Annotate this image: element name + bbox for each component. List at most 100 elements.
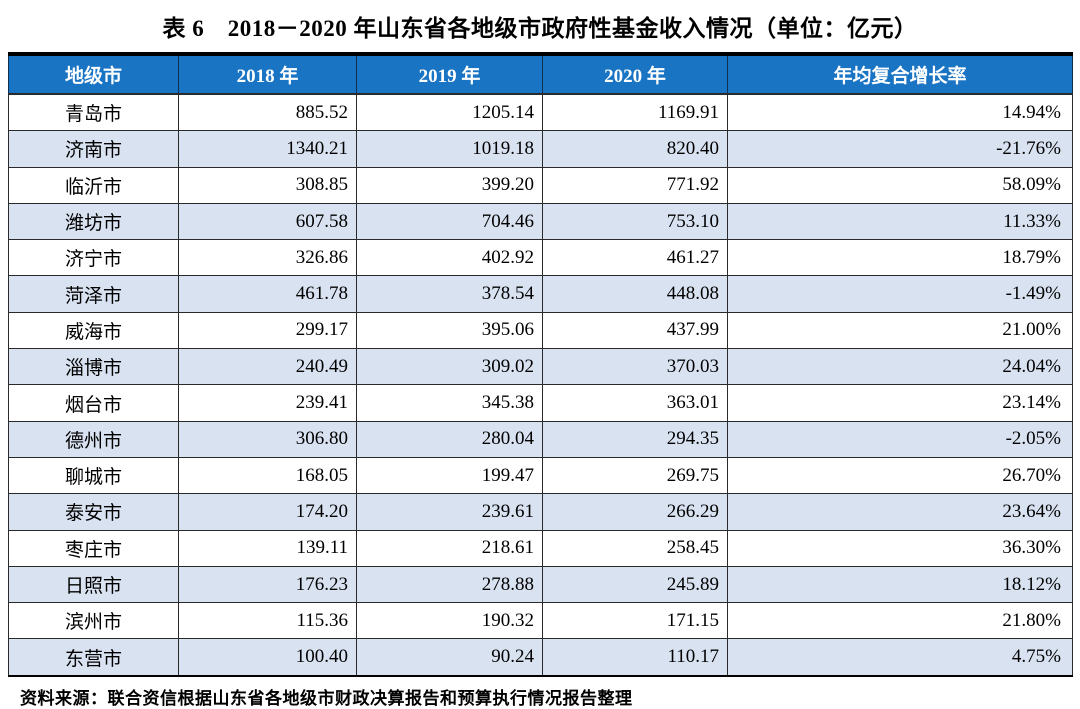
cell-cagr: -2.05%	[727, 420, 1073, 458]
cell-2019: 378.54	[356, 275, 543, 313]
cell-2020: 258.45	[542, 529, 728, 567]
cell-city: 日照市	[8, 565, 179, 604]
cell-2018: 174.20	[178, 493, 357, 531]
cell-cagr: 21.80%	[727, 602, 1073, 640]
cell-2018: 115.36	[178, 602, 357, 640]
cell-cagr: 23.64%	[727, 493, 1073, 531]
cell-cagr: 21.00%	[727, 311, 1073, 350]
fund-income-table: 地级市 2018 年 2019 年 2020 年 年均复合增长率 青岛市 885…	[8, 52, 1073, 677]
col-header-2018: 2018 年	[178, 53, 357, 95]
cell-2018: 168.05	[178, 456, 357, 495]
table-row: 威海市 299.17 395.06 437.99 21.00%	[8, 311, 1073, 350]
cell-2018: 239.41	[178, 384, 357, 422]
cell-2019: 90.24	[356, 638, 543, 677]
cell-2018: 1340.21	[178, 130, 357, 168]
table-row: 聊城市 168.05 199.47 269.75 26.70%	[8, 456, 1073, 495]
cell-cagr: 11.33%	[727, 202, 1073, 241]
cell-cagr: 14.94%	[727, 93, 1073, 132]
cell-2020: 1169.91	[542, 93, 728, 132]
cell-cagr: 18.12%	[727, 565, 1073, 604]
cell-city: 潍坊市	[8, 202, 179, 241]
table-row: 枣庄市 139.11 218.61 258.45 36.30%	[8, 529, 1073, 567]
col-header-cagr: 年均复合增长率	[727, 53, 1073, 95]
cell-city: 枣庄市	[8, 529, 179, 567]
cell-city: 滨州市	[8, 602, 179, 640]
cell-2019: 218.61	[356, 529, 543, 567]
cell-2020: 461.27	[542, 239, 728, 277]
cell-2020: 771.92	[542, 166, 728, 204]
cell-cagr: 23.14%	[727, 384, 1073, 422]
cell-2020: 753.10	[542, 202, 728, 241]
cell-cagr: -1.49%	[727, 275, 1073, 313]
cell-2018: 607.58	[178, 202, 357, 241]
cell-2020: 171.15	[542, 602, 728, 640]
cell-city: 德州市	[8, 420, 179, 458]
cell-city: 济南市	[8, 130, 179, 168]
source-note: 资料来源：联合资信根据山东省各地级市财政决算报告和预算执行情况报告整理	[20, 688, 633, 708]
cell-2020: 266.29	[542, 493, 728, 531]
header-row: 地级市 2018 年 2019 年 2020 年 年均复合增长率	[8, 53, 1073, 95]
cell-2019: 395.06	[356, 311, 543, 350]
cell-2019: 239.61	[356, 493, 543, 531]
cell-2019: 190.32	[356, 602, 543, 640]
cell-2018: 240.49	[178, 348, 357, 386]
cell-2019: 309.02	[356, 348, 543, 386]
cell-2020: 437.99	[542, 311, 728, 350]
cell-cagr: 24.04%	[727, 348, 1073, 386]
cell-2019: 278.88	[356, 565, 543, 604]
table-row: 临沂市 308.85 399.20 771.92 58.09%	[8, 166, 1073, 204]
cell-2019: 402.92	[356, 239, 543, 277]
table-row: 日照市 176.23 278.88 245.89 18.12%	[8, 565, 1073, 604]
cell-2018: 306.80	[178, 420, 357, 458]
cell-2018: 885.52	[178, 93, 357, 132]
cell-city: 东营市	[8, 638, 179, 677]
table-row: 潍坊市 607.58 704.46 753.10 11.33%	[8, 202, 1073, 241]
table-body: 青岛市 885.52 1205.14 1169.91 14.94% 济南市 13…	[8, 93, 1073, 677]
table-row: 济南市 1340.21 1019.18 820.40 -21.76%	[8, 130, 1073, 168]
cell-city: 青岛市	[8, 93, 179, 132]
cell-city: 菏泽市	[8, 275, 179, 313]
cell-2020: 820.40	[542, 130, 728, 168]
cell-2018: 299.17	[178, 311, 357, 350]
table-row: 菏泽市 461.78 378.54 448.08 -1.49%	[8, 275, 1073, 313]
table-row: 德州市 306.80 280.04 294.35 -2.05%	[8, 420, 1073, 458]
cell-cagr: 36.30%	[727, 529, 1073, 567]
col-header-city: 地级市	[8, 53, 179, 95]
table-title: 表 6 2018－2020 年山东省各地级市政府性基金收入情况（单位：亿元）	[162, 16, 918, 41]
cell-city: 淄博市	[8, 348, 179, 386]
cell-2018: 461.78	[178, 275, 357, 313]
cell-city: 济宁市	[8, 239, 179, 277]
cell-2020: 370.03	[542, 348, 728, 386]
cell-city: 聊城市	[8, 456, 179, 495]
cell-city: 烟台市	[8, 384, 179, 422]
cell-cagr: -21.76%	[727, 130, 1073, 168]
cell-cagr: 4.75%	[727, 638, 1073, 677]
cell-cagr: 18.79%	[727, 239, 1073, 277]
cell-2019: 1205.14	[356, 93, 543, 132]
cell-city: 临沂市	[8, 166, 179, 204]
table-row: 滨州市 115.36 190.32 171.15 21.80%	[8, 602, 1073, 640]
cell-2018: 176.23	[178, 565, 357, 604]
cell-2018: 308.85	[178, 166, 357, 204]
cell-cagr: 58.09%	[727, 166, 1073, 204]
cell-2020: 448.08	[542, 275, 728, 313]
cell-2020: 269.75	[542, 456, 728, 495]
cell-2019: 1019.18	[356, 130, 543, 168]
cell-2019: 280.04	[356, 420, 543, 458]
cell-2019: 704.46	[356, 202, 543, 241]
col-header-2019: 2019 年	[356, 53, 543, 95]
cell-city: 威海市	[8, 311, 179, 350]
cell-2020: 363.01	[542, 384, 728, 422]
table-row: 淄博市 240.49 309.02 370.03 24.04%	[8, 348, 1073, 386]
cell-2019: 399.20	[356, 166, 543, 204]
cell-2018: 139.11	[178, 529, 357, 567]
table-row: 济宁市 326.86 402.92 461.27 18.79%	[8, 239, 1073, 277]
cell-2020: 294.35	[542, 420, 728, 458]
cell-2019: 345.38	[356, 384, 543, 422]
cell-cagr: 26.70%	[727, 456, 1073, 495]
table-row: 青岛市 885.52 1205.14 1169.91 14.94%	[8, 93, 1073, 132]
cell-2020: 245.89	[542, 565, 728, 604]
table-row: 东营市 100.40 90.24 110.17 4.75%	[8, 638, 1073, 677]
col-header-2020: 2020 年	[542, 53, 728, 95]
